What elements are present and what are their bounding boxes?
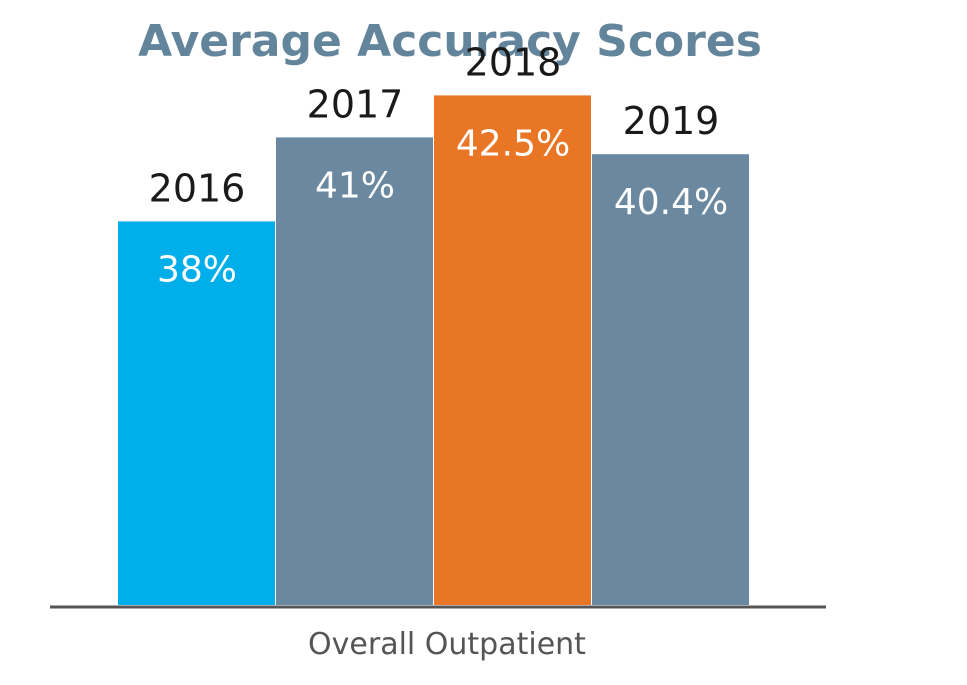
year-label-2018: 2018 [465,40,562,84]
category-label: Overall Outpatient [308,627,586,662]
chart-title: Average Accuracy Scores [138,16,762,67]
bar-2018 [434,95,591,606]
bar-2016 [118,221,275,605]
bar-2019 [592,154,749,605]
bar-2017 [276,137,433,605]
year-label-2016: 2016 [149,166,246,210]
value-label-2018: 42.5% [456,123,570,164]
value-label-2016: 38% [157,249,237,290]
value-label-2017: 41% [315,165,395,206]
year-label-2017: 2017 [307,82,404,126]
value-label-2019: 40.4% [614,182,728,223]
year-label-2019: 2019 [623,99,720,143]
bars-group: 2016 38% 2017 41% 2018 42.5% 2019 40.4% [118,40,749,606]
